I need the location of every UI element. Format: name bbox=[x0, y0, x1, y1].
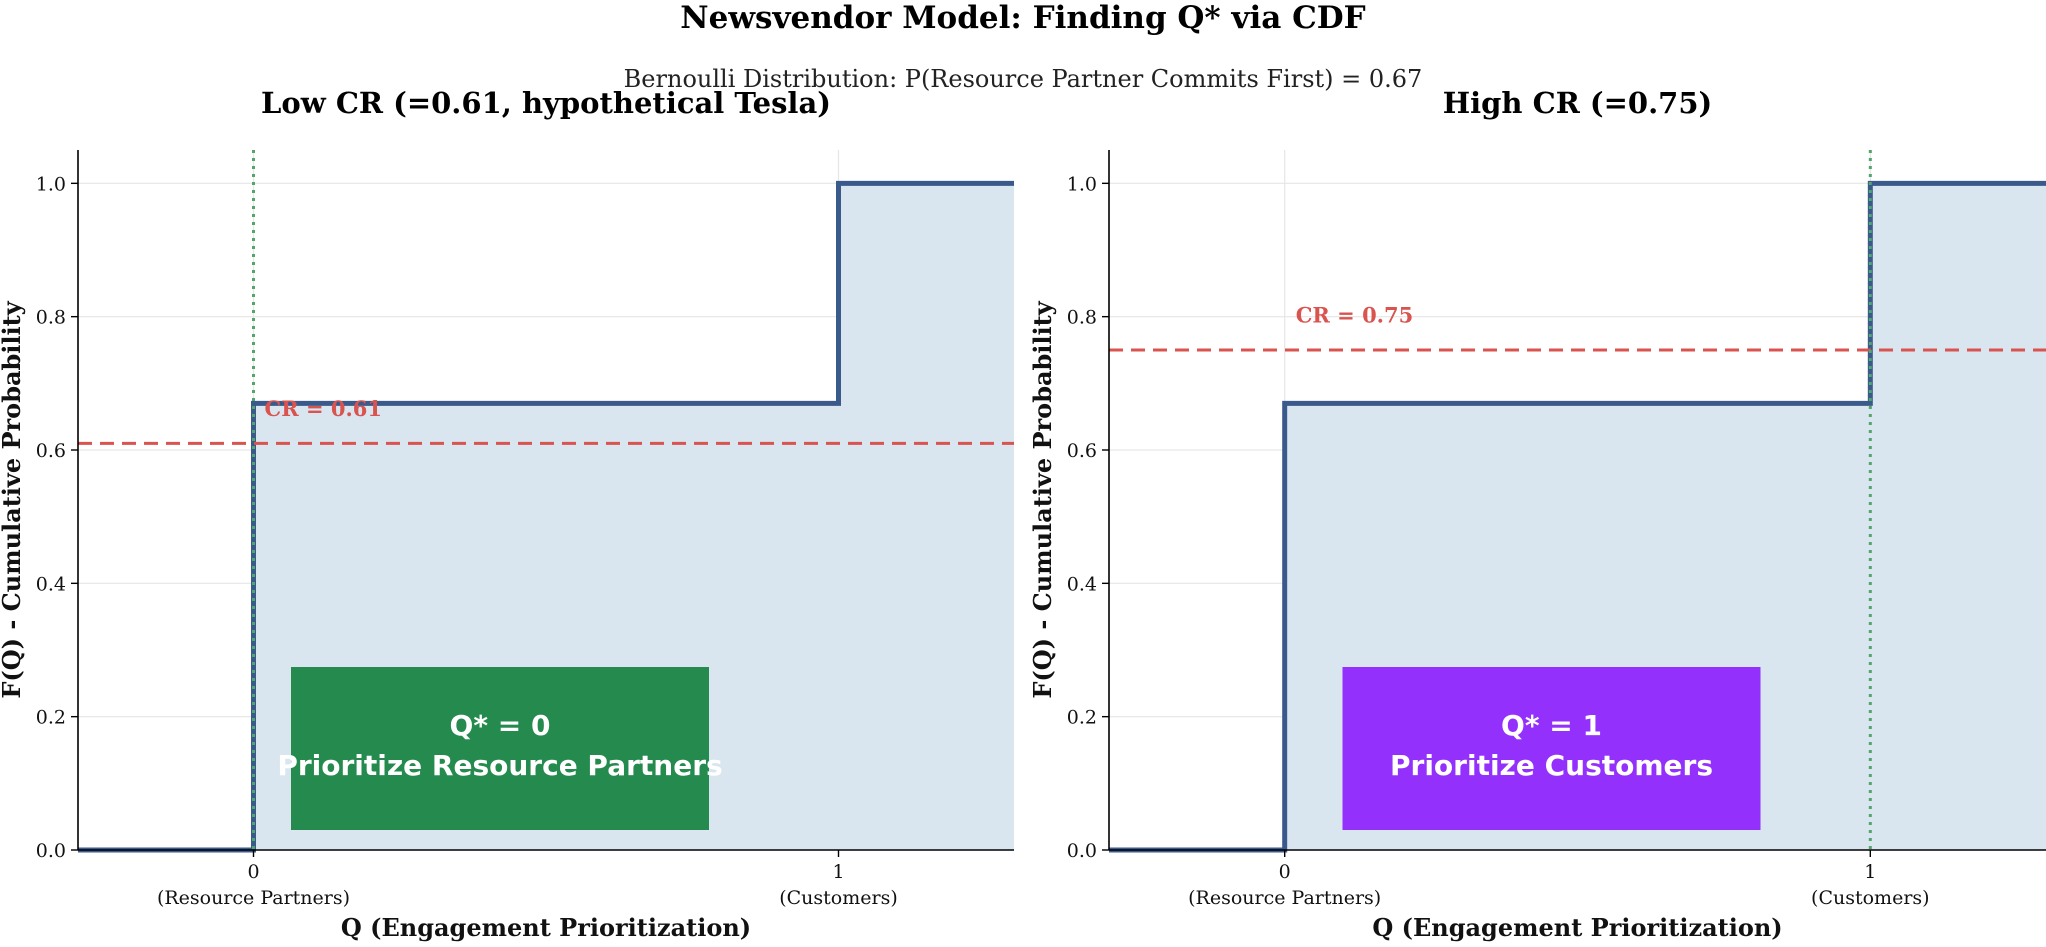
x-tick-label: 1 bbox=[832, 861, 844, 883]
figure-subtitle: Bernoulli Distribution: P(Resource Partn… bbox=[624, 65, 1423, 93]
chart-panel-1: CR = 0.61 0.0 0.2 0.4 0.6 0.8 1.0 0 (Resource Pa… bbox=[0, 86, 1014, 942]
y-axis-label: F(Q) - Cumulative Probability bbox=[0, 300, 26, 698]
y-tick-label: 0.2 bbox=[1067, 707, 1097, 729]
figure-title: Newsvendor Model: Finding Q* via CDF bbox=[680, 0, 1365, 36]
panel-title: Low CR (=0.61, hypothetical Tesla) bbox=[261, 86, 831, 120]
x-tick-sublabel: (Customers) bbox=[779, 887, 898, 909]
x-tick-label: 0 bbox=[247, 861, 259, 883]
y-tick-label: 0.8 bbox=[1067, 307, 1097, 329]
y-tick-label: 0.0 bbox=[36, 840, 66, 862]
decision-box-line1: Q* = 0 bbox=[450, 709, 551, 742]
y-tick-label: 1.0 bbox=[36, 173, 66, 195]
y-tick-label: 0.4 bbox=[36, 573, 66, 595]
y-tick-label: 0.2 bbox=[36, 707, 66, 729]
x-axis-label: Q (Engagement Prioritization) bbox=[1372, 913, 1782, 942]
x-tick-sublabel: (Resource Partners) bbox=[1188, 887, 1381, 909]
x-tick-label: 0 bbox=[1279, 861, 1291, 883]
decision-box-line1: Q* = 1 bbox=[1501, 709, 1602, 742]
critical-ratio-label: CR = 0.61 bbox=[265, 396, 383, 421]
y-tick-label: 0.0 bbox=[1067, 840, 1097, 862]
decision-box-line2: Prioritize Customers bbox=[1390, 749, 1713, 782]
y-tick-label: 0.6 bbox=[36, 440, 66, 462]
y-axis-label: F(Q) - Cumulative Probability bbox=[1028, 300, 1057, 698]
y-tick-label: 0.4 bbox=[1067, 573, 1097, 595]
chart-panel-2: CR = 0.75 0.0 0.2 0.4 0.6 0.8 1.0 0 (Resource Pa… bbox=[1028, 86, 2046, 942]
decision-box-line2: Prioritize Resource Partners bbox=[277, 749, 722, 782]
x-tick-sublabel: (Resource Partners) bbox=[157, 887, 350, 909]
x-tick-label: 1 bbox=[1864, 861, 1876, 883]
y-tick-label: 1.0 bbox=[1067, 173, 1097, 195]
chart-panels: CR = 0.61 0.0 0.2 0.4 0.6 0.8 1.0 0 (Resource Pa… bbox=[0, 86, 2046, 942]
decision-box bbox=[1342, 667, 1761, 830]
decision-box bbox=[291, 667, 709, 830]
x-axis-label: Q (Engagement Prioritization) bbox=[341, 913, 751, 942]
y-tick-label: 0.6 bbox=[1067, 440, 1097, 462]
panel-title: High CR (=0.75) bbox=[1443, 86, 1713, 120]
y-tick-label: 0.8 bbox=[36, 307, 66, 329]
critical-ratio-label: CR = 0.75 bbox=[1296, 303, 1414, 328]
x-tick-sublabel: (Customers) bbox=[1811, 887, 1930, 909]
